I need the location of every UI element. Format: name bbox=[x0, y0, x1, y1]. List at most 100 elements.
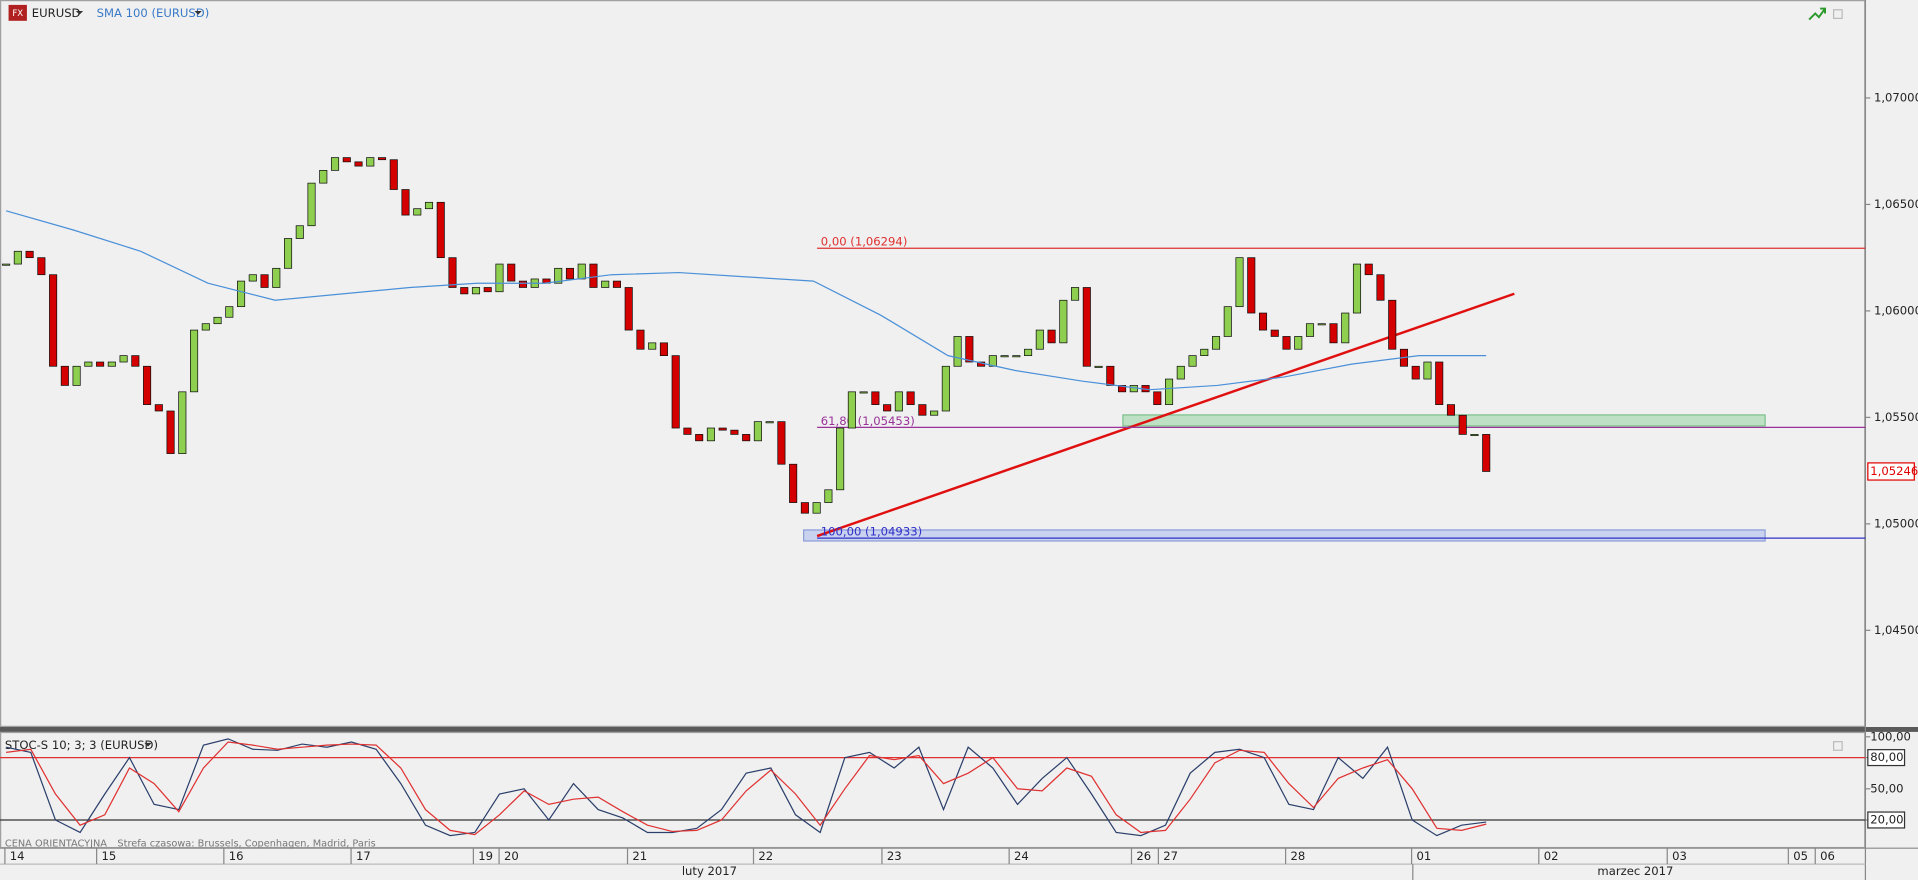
candle bbox=[1317, 323, 1326, 326]
day-label: 03 bbox=[1672, 849, 1687, 863]
day-label: 20 bbox=[504, 849, 519, 863]
trend-line[interactable] bbox=[816, 292, 1515, 538]
support-zone[interactable] bbox=[1122, 414, 1766, 427]
candle bbox=[671, 355, 680, 429]
window-icon[interactable] bbox=[1832, 741, 1843, 751]
y-tick-label: 1,05000 bbox=[1874, 516, 1918, 530]
candle bbox=[1047, 329, 1056, 344]
month-label: marzec 2017 bbox=[1597, 864, 1673, 878]
candle bbox=[1035, 329, 1044, 350]
fib-label: 0,00 (1,06294) bbox=[821, 235, 908, 249]
timezone: Strefa czasowa: Brussels, Copenhagen, Ma… bbox=[117, 838, 375, 849]
candle bbox=[1423, 361, 1432, 380]
candle bbox=[1352, 263, 1362, 314]
fib-label: 61,80 (1,05453) bbox=[821, 414, 915, 428]
indicator-name[interactable]: SMA 100 (EURUSD) bbox=[97, 6, 210, 20]
candle bbox=[648, 342, 657, 350]
candle bbox=[389, 159, 398, 190]
day-label: 22 bbox=[758, 849, 773, 863]
candle bbox=[753, 421, 762, 442]
candle bbox=[436, 201, 445, 259]
candle bbox=[483, 287, 492, 293]
day-label: 23 bbox=[887, 849, 902, 863]
candle bbox=[178, 391, 187, 454]
candle bbox=[37, 257, 46, 276]
indicator-dropdown[interactable] bbox=[144, 742, 152, 747]
candle bbox=[1118, 385, 1127, 393]
indicator-title[interactable]: STOC-S 10; 3; 3 (EURUSD) bbox=[5, 738, 158, 752]
candle bbox=[319, 169, 328, 184]
candle bbox=[577, 263, 586, 280]
y-tick-label: 1,05500 bbox=[1874, 410, 1918, 424]
candle bbox=[1282, 336, 1291, 350]
candle bbox=[72, 365, 81, 386]
candle bbox=[307, 182, 316, 227]
symbol-dropdown[interactable] bbox=[75, 11, 84, 15]
candle bbox=[789, 463, 798, 503]
candle bbox=[824, 489, 833, 503]
candle bbox=[295, 225, 304, 239]
candle bbox=[883, 404, 892, 412]
candle bbox=[812, 502, 821, 514]
candle bbox=[1165, 378, 1174, 405]
candle bbox=[366, 157, 375, 167]
candle bbox=[154, 404, 163, 412]
candle bbox=[988, 355, 997, 367]
symbol[interactable]: EURUSD bbox=[32, 6, 81, 20]
candle bbox=[495, 263, 504, 293]
candle bbox=[1059, 299, 1068, 344]
candle bbox=[941, 365, 950, 412]
day-label: 28 bbox=[1290, 849, 1305, 863]
candle bbox=[342, 157, 351, 163]
candle bbox=[354, 161, 363, 167]
candle bbox=[565, 267, 574, 280]
candle bbox=[401, 189, 410, 216]
candle bbox=[25, 250, 34, 259]
current-price-box bbox=[1867, 462, 1915, 481]
main-panel bbox=[0, 0, 1866, 728]
day-label: 19 bbox=[478, 849, 493, 863]
trend-icon[interactable] bbox=[1808, 7, 1827, 21]
candle bbox=[143, 365, 152, 405]
candle bbox=[131, 355, 140, 367]
candle bbox=[1470, 434, 1479, 437]
fx-icon[interactable] bbox=[8, 4, 27, 21]
candle bbox=[894, 391, 903, 412]
candle bbox=[683, 427, 692, 435]
day-label: 21 bbox=[632, 849, 647, 863]
day-label: 26 bbox=[1136, 849, 1151, 863]
candle bbox=[2, 263, 11, 266]
candle bbox=[1446, 404, 1456, 416]
stoch-line bbox=[5, 738, 1487, 837]
day-label: 24 bbox=[1014, 849, 1029, 863]
candle bbox=[554, 267, 563, 284]
y-tick-label: 80,00 bbox=[1870, 750, 1903, 764]
y-tick-label: 1,06000 bbox=[1874, 303, 1918, 317]
target-zone[interactable] bbox=[803, 529, 1766, 542]
candle bbox=[777, 421, 786, 465]
candle bbox=[49, 274, 58, 367]
candle bbox=[1458, 414, 1467, 435]
candle bbox=[1329, 323, 1338, 344]
candle bbox=[413, 208, 422, 216]
candle bbox=[742, 434, 751, 442]
fx-icon-label: FX bbox=[12, 9, 23, 19]
candle bbox=[260, 274, 269, 288]
candle bbox=[612, 280, 621, 288]
candle bbox=[518, 280, 528, 288]
candle bbox=[695, 434, 704, 442]
candle bbox=[166, 410, 175, 454]
candle bbox=[965, 336, 974, 363]
day-label: 01 bbox=[1416, 849, 1431, 863]
candle bbox=[953, 336, 962, 367]
candle bbox=[84, 361, 93, 367]
fib-label: 100,00 (1,04933) bbox=[821, 525, 922, 539]
panel-separator[interactable] bbox=[0, 727, 1918, 732]
indicator-dropdown[interactable] bbox=[194, 11, 202, 15]
candle bbox=[659, 342, 668, 356]
candle bbox=[1071, 287, 1080, 301]
candle bbox=[284, 238, 293, 269]
sma-line bbox=[5, 210, 1487, 391]
window-icon[interactable] bbox=[1832, 9, 1843, 19]
candle bbox=[1094, 365, 1103, 368]
